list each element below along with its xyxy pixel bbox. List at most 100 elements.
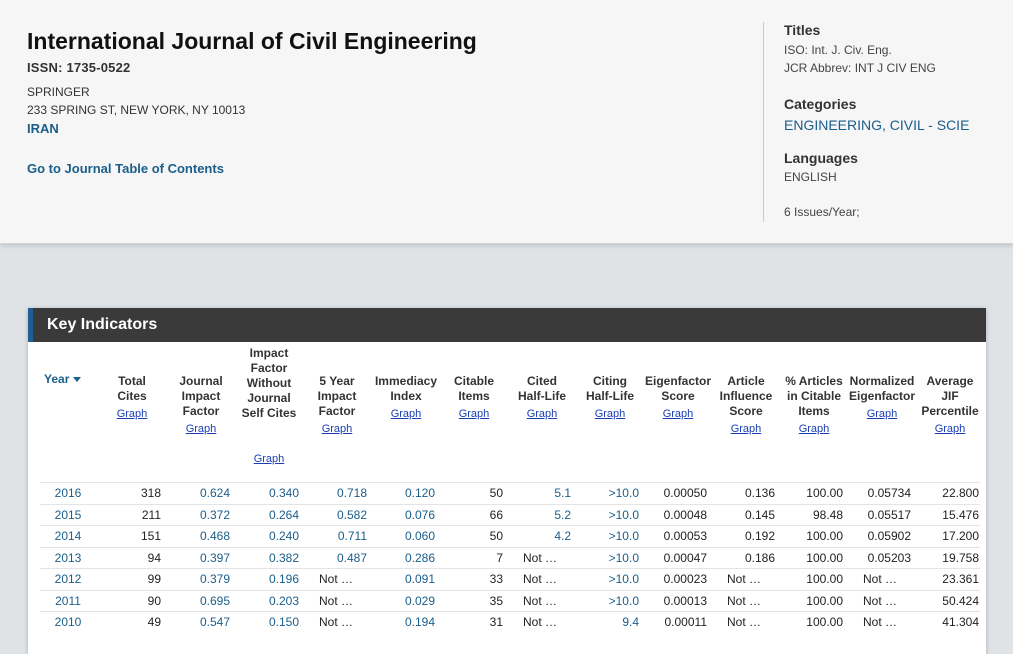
table-cell: 100.00 [806,593,843,608]
graph-link[interactable]: Graph [458,408,490,420]
categories-heading: Categories [784,96,857,112]
table-cell: 0.286 [404,550,435,565]
table-cell: 100.00 [806,529,843,543]
table-cell: 0.136 [744,486,775,500]
table-cell: 0.00050 [663,486,707,500]
table-cell: 31 [489,615,503,629]
graph-link[interactable]: Graph [730,423,762,435]
table-cell: 211 [141,507,161,522]
table-cell: 0.695 [199,593,230,608]
table-cell: 5.1 [554,486,571,500]
column-header: Article Influence Score [719,374,773,418]
year-cell[interactable]: 2011 [55,593,81,608]
table-cell: 100.00 [806,615,843,629]
table-cell: 23.361 [942,572,979,586]
table-cell: 0.00047 [663,550,707,565]
column-header: Eigenfactor Score [645,374,712,403]
table-cell: >10.0 [608,529,639,543]
table-cell: 0.203 [268,593,299,608]
table-cell: 0.487 [336,550,367,565]
table-cell: 0.00053 [663,529,707,543]
graph-link[interactable]: Graph [594,408,626,420]
journal-header-panel: International Journal of Civil Engineeri… [0,0,1013,244]
year-sort-header[interactable]: Year [44,372,82,386]
table-cell: Not … [523,572,558,586]
graph-link[interactable]: Graph [866,408,898,420]
category-link[interactable]: ENGINEERING, CIVIL - SCIE [784,117,970,133]
table-row: 2015 211 0.372 0.264 0.582 0.076 66 5.2 >10.0 0.0… [40,503,980,525]
table-of-contents-link[interactable]: Go to Journal Table of Contents [27,161,224,176]
graph-link[interactable]: Graph [116,408,148,420]
table-cell: 0.382 [268,550,299,565]
table-cell: 0.340 [268,486,299,500]
table-cell: 0.120 [404,486,435,500]
table-cell: 0.264 [268,507,299,522]
country-label: IRAN [27,121,59,136]
table-cell: 0.00013 [663,593,707,608]
table-cell: 9.4 [622,615,639,629]
table-cell: 94 [147,550,161,565]
table-cell: 0.029 [404,593,435,608]
graph-link[interactable]: Graph [185,423,217,435]
table-cell: 0.468 [199,529,230,543]
iso-abbrev: ISO: Int. J. Civ. Eng. [784,43,892,57]
column-header: Normalized Eigenfactor [848,374,915,403]
table-cell: >10.0 [608,507,639,522]
table-cell: 0.05734 [867,486,911,500]
year-cell[interactable]: 2010 [54,615,82,629]
year-cell[interactable]: 2015 [54,507,82,522]
table-cell: Not … [523,615,558,629]
column-header: Journal Impact Factor [179,374,223,418]
table-row: 2016 318 0.624 0.340 0.718 0.120 50 5.1 >10.0 0.0… [40,482,980,503]
table-cell: 100.00 [806,550,843,565]
titles-heading: Titles [784,22,821,38]
table-cell: 98.48 [812,507,843,522]
graph-link[interactable]: Graph [321,423,353,435]
column-header: Total Cites [117,374,147,403]
key-indicators-title: Key Indicators [47,316,158,333]
table-row: 2013 94 0.397 0.382 0.487 0.286 7 Not … >10.0 0.0… [40,546,980,568]
table-cell: 66 [489,507,503,522]
column-header: Citing Half-Life [586,374,634,403]
year-header-label: Year [44,372,70,386]
column-header: 5 Year Impact Factor [317,374,357,418]
table-cell: 5.2 [554,507,571,522]
table-cell: 50 [489,529,503,543]
table-cell: 100.00 [806,572,843,586]
table-cell: 90 [147,593,161,608]
year-cell[interactable]: 2016 [54,486,82,500]
graph-link[interactable]: Graph [798,423,830,435]
table-cell: Not … [523,593,558,608]
table-cell: 0.624 [199,486,230,500]
graph-link[interactable]: Graph [390,408,422,420]
year-cell[interactable]: 2012 [54,572,82,586]
table-cell: 0.196 [268,572,299,586]
table-cell: 0.00048 [663,507,707,522]
table-cell: 19.758 [942,550,979,565]
year-cell[interactable]: 2013 [54,550,82,565]
issn-label: ISSN: 1735-0522 [27,60,131,75]
key-indicators-card: Key Indicators Year Total Cites Graph Jour… [28,308,986,654]
table-cell: Not … [863,572,898,586]
table-row: 2012 99 0.379 0.196 Not … 0.091 33 Not … >10.0 0.… [40,568,980,589]
table-cell: 35 [489,593,503,608]
table-cell: 0.372 [199,507,230,522]
table-cell: 0.05203 [867,550,911,565]
table-cell: >10.0 [608,593,639,608]
table-row: 2014 151 0.468 0.240 0.711 0.060 50 4.2 >10.0 0.0… [40,525,980,546]
table-cell: 0.150 [268,615,299,629]
table-cell: 50 [489,486,503,500]
table-cell: 0.05902 [867,529,911,543]
column-header: % Articles in Citable Items [785,374,843,418]
graph-link[interactable]: Graph [526,408,558,420]
table-cell: 0.00011 [664,615,708,629]
column-header: Cited Half-Life [518,374,566,403]
graph-link[interactable]: Graph [662,408,694,420]
table-cell: Not … [319,593,354,608]
table-row: 2010 49 0.547 0.150 Not … 0.194 31 Not … 9.4 0.00… [40,611,980,632]
graph-link[interactable]: Graph [934,423,966,435]
year-cell[interactable]: 2014 [54,529,82,543]
table-cell: Not … [863,593,898,608]
graph-link[interactable]: Graph [253,453,285,465]
journal-side-info: Titles ISO: Int. J. Civ. Eng. JCR Abbrev… [763,22,1003,222]
